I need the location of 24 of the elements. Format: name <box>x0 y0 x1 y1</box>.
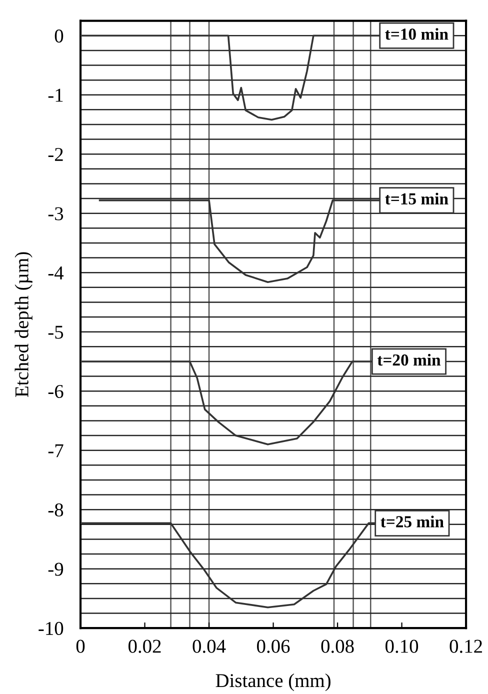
x-tick-label: 0.06 <box>257 640 290 653</box>
x-tick-label: 0.02 <box>128 640 161 653</box>
y-tick-label: -2 <box>48 148 63 161</box>
x-tick-label: 0 <box>76 640 85 653</box>
x-tick-label: 0.04 <box>192 640 226 653</box>
y-tick-label: -4 <box>48 266 64 280</box>
y-tick-label: 0 <box>54 29 64 43</box>
y-tick-label: -9 <box>48 562 64 576</box>
annotation: t=15 min <box>385 192 448 204</box>
x-tick-label: 0.08 <box>321 640 354 653</box>
y-tick-label: -3 <box>48 207 64 220</box>
x-tick-label: 0.10 <box>386 640 418 653</box>
y-tick-label: -7 <box>48 444 64 458</box>
y-tick-label: -1 <box>48 88 63 102</box>
y-tick-label: -6 <box>48 384 64 398</box>
annotation: t=25 min <box>380 516 444 528</box>
y-tick-label: -5 <box>48 326 64 339</box>
annotation: t=20 min <box>377 354 441 366</box>
y-tick-label: -8 <box>48 503 64 517</box>
y-axis-title: Etched depth (µm) <box>14 252 32 397</box>
x-tick-label: 0.12 <box>450 640 482 653</box>
y-tick-label: -10 <box>38 622 64 636</box>
annotation: t=10 min <box>385 28 448 40</box>
x-axis-title: Distance (mm) <box>216 673 330 692</box>
